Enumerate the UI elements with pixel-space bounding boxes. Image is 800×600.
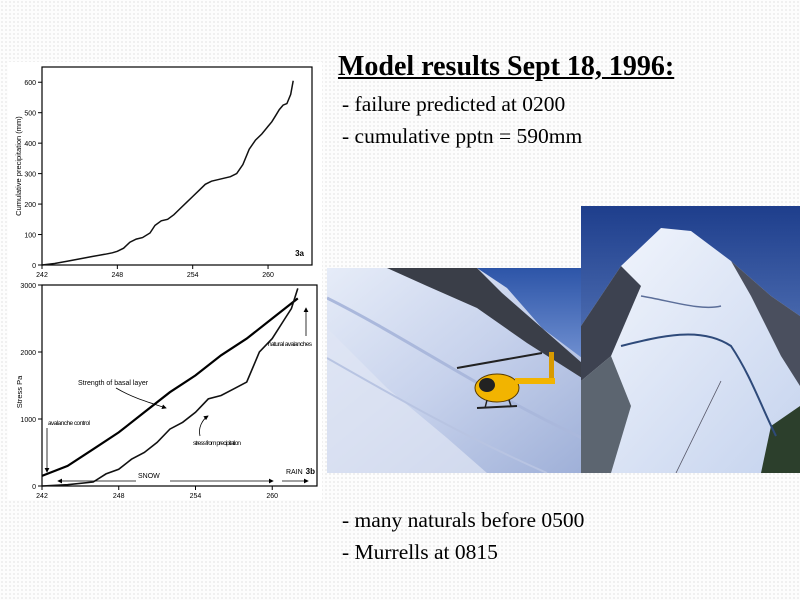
a-ytick-label-100: 100 xyxy=(24,233,36,240)
annotation-rain: RAIN xyxy=(286,469,303,476)
bullet-failure-predicted: - failure predicted at 0200 xyxy=(342,92,566,116)
a-ytick-label-200: 200 xyxy=(24,202,36,209)
a-ytick-label-0: 0 xyxy=(32,263,36,270)
b-ytick-label-3000: 3000 xyxy=(20,283,36,290)
b-xtick-label-260: 260 xyxy=(266,493,278,500)
stress-chart: 0 1000 2000 3000 242 248 254 260 Stress Pa Str… xyxy=(8,280,322,500)
chart-a-panel-label: 3a xyxy=(295,249,304,258)
a-xtick-label-254: 254 xyxy=(187,272,199,279)
b-xtick-label-242: 242 xyxy=(36,493,48,500)
chart-a-precip-line xyxy=(41,80,294,266)
a-xtick-label-248: 248 xyxy=(112,272,124,279)
annotation-strength-arrow xyxy=(115,387,167,410)
annotation-snow: SNOW xyxy=(138,473,160,480)
cumulative-precipitation-chart: 0 100 200 300 400 500 600 242 248 254 260 Cumulat… xyxy=(8,62,322,280)
bullet-murrells: - Murrells at 0815 xyxy=(342,540,498,564)
a-ytick-label-400: 400 xyxy=(24,141,36,148)
b-ytick-label-0: 0 xyxy=(32,484,36,491)
a-ytick-label-500: 500 xyxy=(24,111,36,118)
b-ytick-label-1000: 1000 xyxy=(20,417,36,424)
chart-b-strength-line xyxy=(41,297,299,477)
b-xtick-label-254: 254 xyxy=(190,493,202,500)
annotation-stress-arrow xyxy=(199,415,209,437)
mountain-peak-photo xyxy=(581,206,800,473)
helicopter-photo xyxy=(327,268,582,473)
a-xtick-label-242: 242 xyxy=(36,272,48,279)
slide-title: Model results Sept 18, 1996: xyxy=(338,51,675,82)
chart-b-y-axis-label: Stress Pa xyxy=(15,375,24,408)
b-ytick-label-2000: 2000 xyxy=(20,350,36,357)
chart-a-svg: 0 100 200 300 400 500 600 242 248 254 260 Cumulat… xyxy=(14,66,313,279)
mountain-peak-photo-svg xyxy=(581,206,800,473)
bullet-many-naturals: - many naturals before 0500 xyxy=(342,508,585,532)
bullets-top: - failure predicted at 0200 - cumulative… xyxy=(342,88,582,152)
helicopter-photo-svg xyxy=(327,268,582,473)
bullets-bottom: - many naturals before 0500 - Murrells a… xyxy=(342,504,584,568)
annotation-strength: Strength of basal layer xyxy=(78,380,149,387)
a-xtick-label-260: 260 xyxy=(262,272,274,279)
chart-b-svg: 0 1000 2000 3000 242 248 254 260 Stress Pa Str… xyxy=(15,283,318,500)
annotation-stress: stress from precipitation xyxy=(193,440,241,447)
b-xtick-label-248: 248 xyxy=(113,493,125,500)
chart-b-panel-label: 3b xyxy=(306,467,315,476)
chart-b-stress-line xyxy=(41,288,299,487)
chart-a-y-axis-label: Cumulative precipitation (mm) xyxy=(14,116,23,216)
annotation-avalanche-control: avalanche control xyxy=(48,420,91,427)
chart-a-frame xyxy=(41,66,313,266)
bullet-cumulative-pptn: - cumulative pptn = 590mm xyxy=(342,124,583,148)
annotation-natural-avalanches: natural avalanches xyxy=(268,341,313,348)
helicopter-icon xyxy=(456,352,555,409)
a-ytick-label-600: 600 xyxy=(24,80,36,87)
crown-fracture-line xyxy=(620,333,777,437)
a-ytick-label-300: 300 xyxy=(24,172,36,179)
